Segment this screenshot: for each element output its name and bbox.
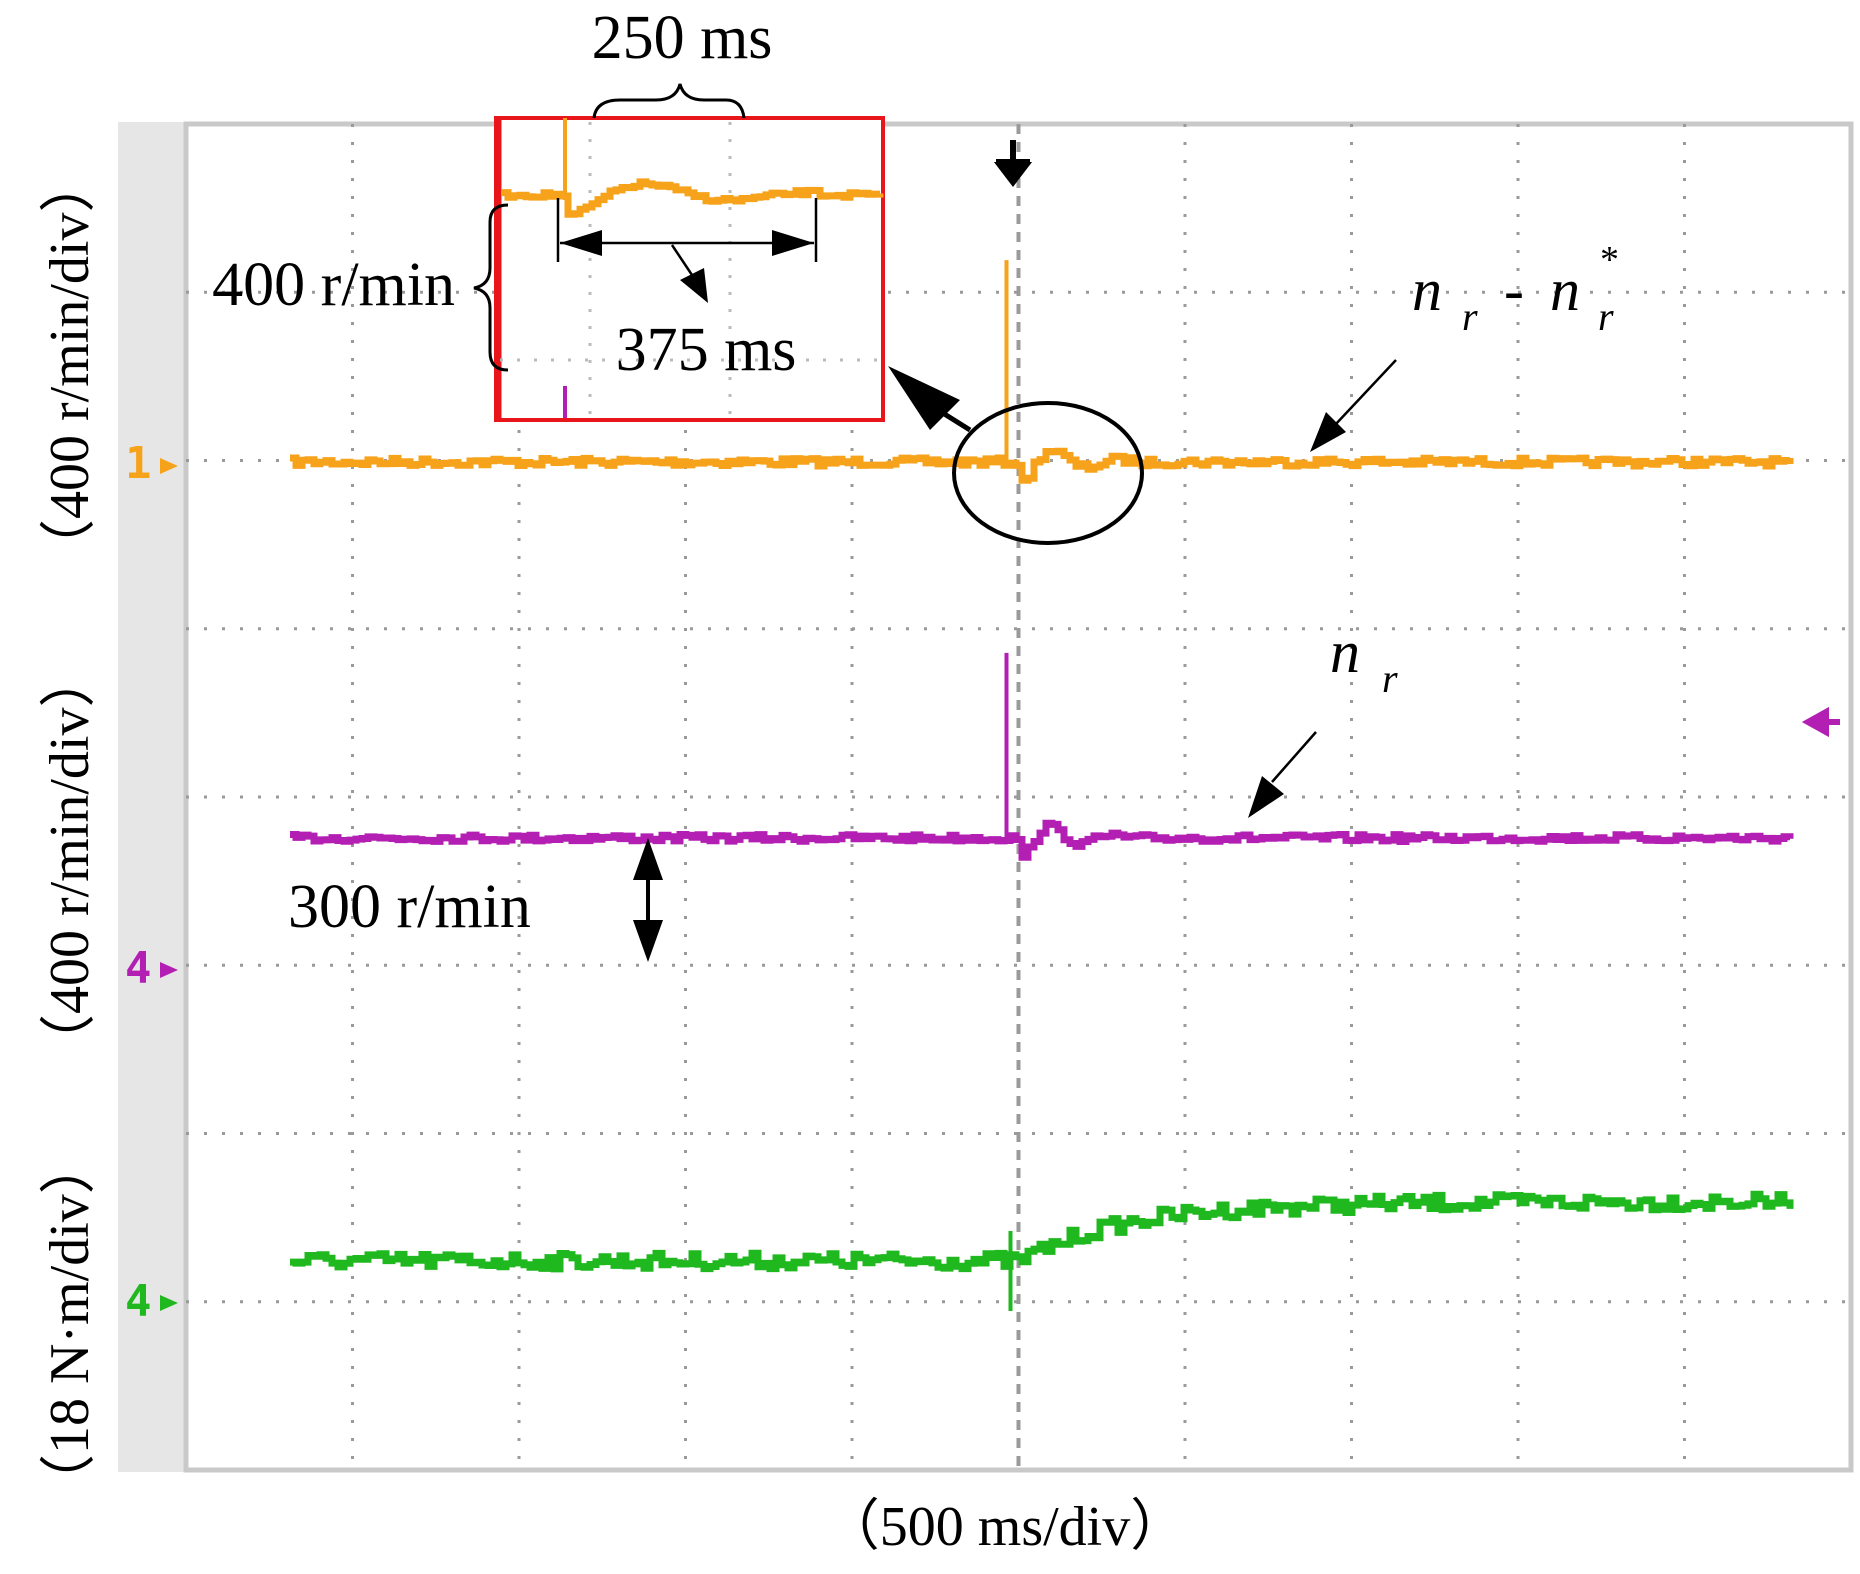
- offset-label: 300 r/min: [288, 873, 531, 941]
- inset-pointer-line: [670, 244, 696, 279]
- traces: [290, 260, 1794, 1311]
- inset-orange-trace: [502, 178, 884, 218]
- trigger-level-marker: [1801, 706, 1840, 738]
- curve3-pointer-line: [1271, 731, 1317, 783]
- x-axis-label: （500 ms/div）: [824, 1496, 1186, 1558]
- curve1-label-n2: n: [1550, 257, 1580, 323]
- inset-dimension-arrow-left: [560, 230, 602, 256]
- curve1-pointer-line: [1334, 359, 1397, 426]
- channel-1-trace: [290, 447, 1794, 484]
- brace-400rmin: [473, 203, 509, 372]
- curve1-label: n r - n r *: [1412, 239, 1619, 339]
- channel-1-marker-arrow: [160, 458, 178, 474]
- curve1-label-sub2: r: [1598, 294, 1614, 339]
- curve3-label-sub: r: [1382, 656, 1398, 701]
- inset-pointer-arrow: [680, 268, 708, 303]
- offset-arrow-up: [633, 838, 663, 880]
- channel-4-marker: 4: [125, 1276, 152, 1327]
- curve1-label-star: *: [1600, 239, 1619, 281]
- channel-3-ylabel: （400 r/min/div）: [39, 652, 101, 1070]
- inset-375ms-label: 375 ms: [616, 316, 797, 384]
- screen-left-band: [118, 122, 186, 1472]
- offset-arrow-down: [633, 920, 663, 962]
- brace-250ms-label: 250 ms: [592, 4, 773, 72]
- curve3-pointer-arrow: [1248, 776, 1284, 818]
- channel-3-marker-arrow: [160, 962, 178, 978]
- curve1-label-n: n: [1412, 257, 1442, 323]
- brace-250ms: [592, 83, 746, 119]
- channel-3-trace: [290, 819, 1794, 861]
- channel-1-ylabel: （400 r/min/div）: [39, 157, 101, 575]
- brace-400rmin-label: 400 r/min: [212, 251, 455, 319]
- zoom-inset: 375 ms: [494, 116, 885, 422]
- disturbance-highlight-ellipse: [952, 401, 1144, 545]
- curve1-pointer-arrow: [1310, 412, 1346, 452]
- curve1-label-sub: r: [1462, 294, 1478, 339]
- channel-4-ylabel: （18 N·m/div）: [39, 1138, 101, 1510]
- inset-dimension-arrow-right: [772, 230, 814, 256]
- channel-4-trace: [290, 1190, 1794, 1273]
- channel-1-marker: 1: [125, 438, 152, 489]
- curve3-label-n: n: [1330, 619, 1360, 685]
- channel-4-marker-arrow: [160, 1295, 178, 1311]
- trigger-position-marker: [993, 140, 1033, 187]
- inset-link-arrow: [888, 366, 960, 430]
- curve1-label-minus: -: [1504, 257, 1524, 323]
- channel-3-marker: 4: [125, 943, 152, 994]
